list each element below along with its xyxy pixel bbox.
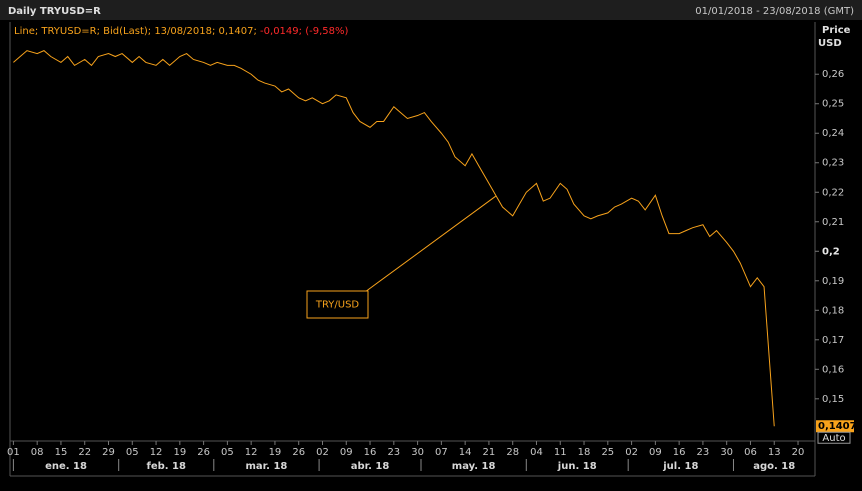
y-tick-label: 0,22 — [822, 187, 844, 198]
header-bar — [0, 0, 862, 20]
x-tick-label: 16 — [364, 447, 377, 458]
x-tick-label: 07 — [435, 447, 448, 458]
x-tick-label: 26 — [292, 447, 305, 458]
x-tick-label: 14 — [459, 447, 472, 458]
x-tick-label: 23 — [697, 447, 710, 458]
legend: Line; TRYUSD=R; Bid(Last); 13/08/2018; 0… — [14, 26, 348, 37]
month-label: jun. 18 — [557, 461, 597, 472]
y-tick-label: 0,16 — [822, 364, 844, 375]
x-tick-label: 30 — [411, 447, 424, 458]
annotation-leader — [364, 195, 497, 293]
y-tick-label: 0,2 — [822, 246, 840, 257]
y-tick-label: 0,26 — [822, 69, 844, 80]
x-tick-label: 19 — [269, 447, 282, 458]
legend-part: -0,0149; (-9,58%) — [260, 26, 348, 37]
x-tick-label: 11 — [554, 447, 567, 458]
x-tick-label: 05 — [126, 447, 139, 458]
x-tick-label: 20 — [792, 447, 805, 458]
annotation-text: TRY/USD — [315, 300, 360, 311]
date-range: 01/01/2018 - 23/08/2018 (GMT) — [695, 6, 854, 17]
y-tick-label: 0,17 — [822, 335, 844, 346]
month-label: ene. 18 — [45, 461, 87, 472]
month-label: abr. 18 — [351, 461, 390, 472]
annotation-box — [306, 290, 369, 319]
x-tick-label: 25 — [601, 447, 614, 458]
month-label: ago. 18 — [753, 461, 795, 472]
last-value-box — [816, 420, 854, 433]
y-axis-label: Price — [822, 25, 851, 36]
x-tick-label: 02 — [316, 447, 329, 458]
x-tick-label: 08 — [31, 447, 44, 458]
price-line — [13, 50, 775, 427]
x-tick-label: 12 — [245, 447, 258, 458]
month-label: mar. 18 — [246, 461, 288, 472]
y-tick-label: 0,15 — [822, 394, 844, 405]
month-label: feb. 18 — [146, 461, 186, 472]
x-tick-label: 18 — [578, 447, 591, 458]
x-tick-label: 13 — [768, 447, 781, 458]
x-tick-label: 04 — [530, 447, 543, 458]
x-tick-label: 22 — [78, 447, 91, 458]
y-tick-label: 0,25 — [822, 99, 844, 110]
y-tick-label: 0,23 — [822, 158, 844, 169]
x-tick-label: 15 — [55, 447, 68, 458]
x-tick-label: 21 — [483, 447, 496, 458]
x-tick-label: 09 — [340, 447, 353, 458]
chart-title: Daily TRYUSD=R — [8, 6, 101, 17]
legend-part: Line; TRYUSD=R; Bid(Last); 13/08/2018; 0… — [14, 26, 260, 37]
x-tick-label: 06 — [744, 447, 757, 458]
month-label: jul. 18 — [662, 461, 698, 472]
x-tick-label: 26 — [197, 447, 210, 458]
x-tick-label: 16 — [673, 447, 686, 458]
y-tick-label: 0,21 — [822, 217, 844, 228]
y-tick-label: 0,19 — [822, 276, 844, 287]
x-tick-label: 23 — [387, 447, 400, 458]
y-axis-label: USD — [818, 38, 842, 49]
auto-label: Auto — [822, 433, 845, 444]
x-tick-label: 05 — [221, 447, 234, 458]
x-tick-label: 12 — [150, 447, 163, 458]
x-tick-label: 30 — [720, 447, 733, 458]
x-tick-label: 28 — [506, 447, 519, 458]
x-tick-label: 02 — [625, 447, 638, 458]
x-tick-label: 09 — [649, 447, 662, 458]
x-tick-label: 29 — [102, 447, 115, 458]
y-tick-label: 0,18 — [822, 305, 844, 316]
y-tick-label: 0,24 — [822, 128, 844, 139]
month-label: may. 18 — [452, 461, 496, 472]
x-tick-label: 01 — [7, 447, 20, 458]
last-value-label: 0,1407 — [818, 421, 857, 432]
x-tick-label: 19 — [173, 447, 186, 458]
auto-box[interactable] — [817, 431, 851, 444]
